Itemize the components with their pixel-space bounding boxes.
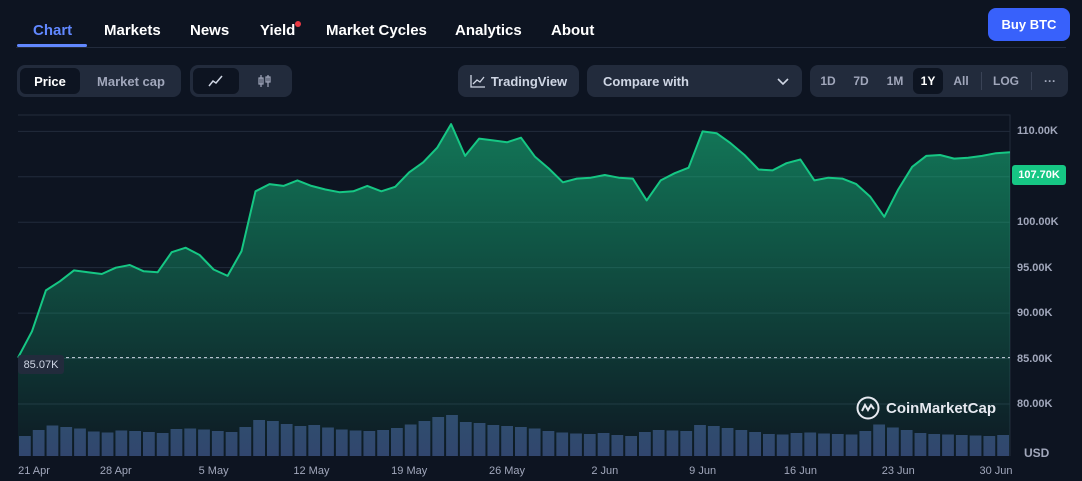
top-nav: Chart Markets News Yield Market Cycles A… <box>0 0 1082 48</box>
line-chart-button[interactable] <box>193 68 239 94</box>
range-7d[interactable]: 7D <box>853 74 869 88</box>
range-1m[interactable]: 1M <box>886 74 904 88</box>
tab-yield[interactable]: Yield <box>260 22 296 39</box>
log-toggle[interactable]: LOG <box>993 74 1019 88</box>
watermark-text: CoinMarketCap <box>886 399 997 417</box>
line-chart-icon <box>208 75 223 87</box>
market-cap-toggle[interactable]: Market cap <box>97 73 165 89</box>
candlestick-button[interactable] <box>242 68 288 94</box>
active-tab-indicator <box>17 44 87 47</box>
y-tick-label: 80.00K <box>1017 398 1053 410</box>
price-toggle[interactable]: Price <box>20 68 80 94</box>
time-range-selector: 1D 7D 1M 1Y All LOG ··· <box>810 65 1068 97</box>
chevron-down-icon <box>777 78 789 86</box>
x-tick-label: 28 Apr <box>99 465 132 477</box>
range-1d[interactable]: 1D <box>820 74 836 88</box>
tradingview-button[interactable]: TradingView <box>458 65 579 97</box>
nav-divider <box>16 47 1066 48</box>
current-price-tag: 107.70K <box>1012 165 1066 185</box>
y-tick-label: 110.00K <box>1017 125 1058 138</box>
tab-market-cycles[interactable]: Market Cycles <box>326 22 427 39</box>
y-tick-label: 90.00K <box>1017 307 1053 320</box>
compare-placeholder: Compare with <box>603 73 689 89</box>
currency-label: USD <box>1024 446 1050 460</box>
y-tick-label: 85.00K <box>1017 352 1053 365</box>
range-divider <box>1031 72 1032 90</box>
start-price-tag: 85.07K <box>18 355 64 374</box>
buy-btc-button[interactable]: Buy BTC <box>988 8 1070 41</box>
x-tick-label: 23 Jun <box>881 465 915 477</box>
x-tick-label: 30 Jun <box>979 465 1013 477</box>
metric-toggle: Price Market cap <box>17 65 181 97</box>
tradingview-label: TradingView <box>490 73 568 89</box>
x-tick-label: 9 Jun <box>689 465 717 477</box>
tradingview-icon <box>470 75 485 88</box>
more-options-button[interactable]: ··· <box>1044 74 1056 88</box>
tab-markets[interactable]: Markets <box>104 22 161 39</box>
tab-chart[interactable]: Chart <box>33 22 73 39</box>
coinmarketcap-logo-icon <box>856 396 880 420</box>
price-line <box>17 123 1011 359</box>
x-tick-label: 2 Jun <box>591 465 619 477</box>
price-area <box>18 124 1010 456</box>
compare-with-select[interactable]: Compare with <box>587 65 802 97</box>
tab-about[interactable]: About <box>551 22 595 39</box>
range-divider <box>981 72 982 90</box>
range-1y[interactable]: 1Y <box>913 68 943 94</box>
chart-style-toggle <box>190 65 292 97</box>
y-tick-label: 100.00K <box>1017 216 1059 229</box>
x-tick-label: 16 Jun <box>783 465 817 477</box>
tab-news[interactable]: News <box>190 22 230 39</box>
x-tick-label: 21 Apr <box>18 465 50 477</box>
y-tick-label: 95.00K <box>1017 261 1053 274</box>
coinmarketcap-watermark: CoinMarketCap <box>856 396 996 420</box>
x-tick-label: 19 May <box>391 465 428 477</box>
x-tick-label: 26 May <box>488 465 526 477</box>
x-tick-label: 5 May <box>198 465 229 477</box>
range-all[interactable]: All <box>953 74 969 88</box>
notification-dot <box>295 21 301 27</box>
x-tick-label: 12 May <box>293 465 330 477</box>
candlestick-icon <box>258 75 271 87</box>
tab-analytics[interactable]: Analytics <box>455 22 522 39</box>
